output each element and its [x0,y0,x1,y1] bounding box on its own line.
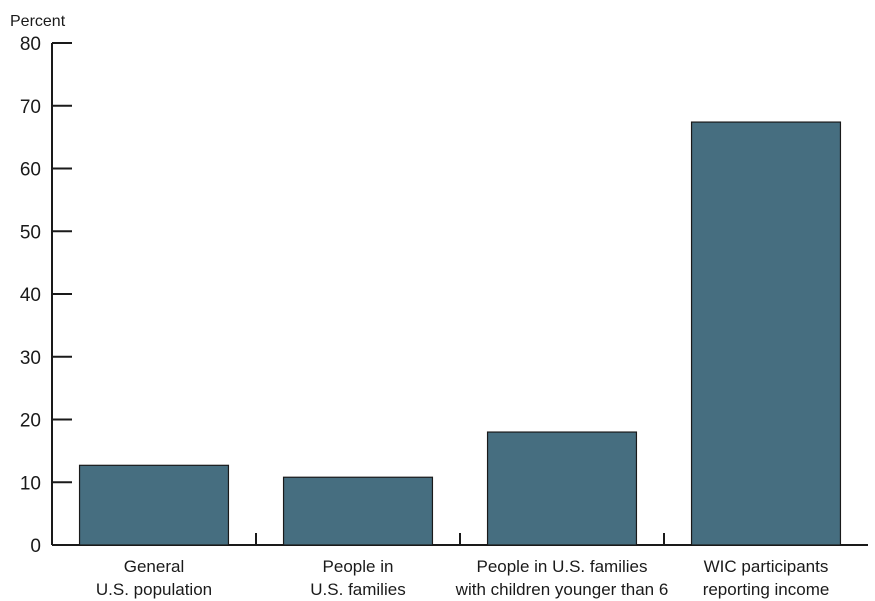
category-label: General [124,557,184,576]
y-axis-unit-label: Percent [10,13,66,30]
category-label: People in [323,557,394,576]
bar [282,476,434,546]
category-label: with children younger than 6 [455,580,669,599]
bar [690,121,842,546]
bar [78,464,230,546]
category-label: reporting income [703,580,830,599]
bars [78,121,842,546]
category-label: U.S. population [96,580,212,599]
y-tick-label: 40 [20,285,41,306]
y-tick-label: 80 [20,34,41,55]
y-tick-label: 10 [20,473,41,494]
y-axis: 0 10 20 30 40 50 60 70 80 [20,34,72,557]
y-tick-label: 30 [20,348,41,369]
y-tick-label: 0 [30,536,41,557]
category-labels: General U.S. population People in U.S. fami… [96,557,829,599]
y-tick-label: 20 [20,411,41,432]
category-label: WIC participants [704,557,829,576]
y-tick-label: 70 [20,97,41,118]
y-tick-label: 60 [20,160,41,181]
category-label: People in U.S. families [476,557,647,576]
bar [486,431,638,546]
category-label: U.S. families [310,580,405,599]
y-tick-label: 50 [20,222,41,243]
